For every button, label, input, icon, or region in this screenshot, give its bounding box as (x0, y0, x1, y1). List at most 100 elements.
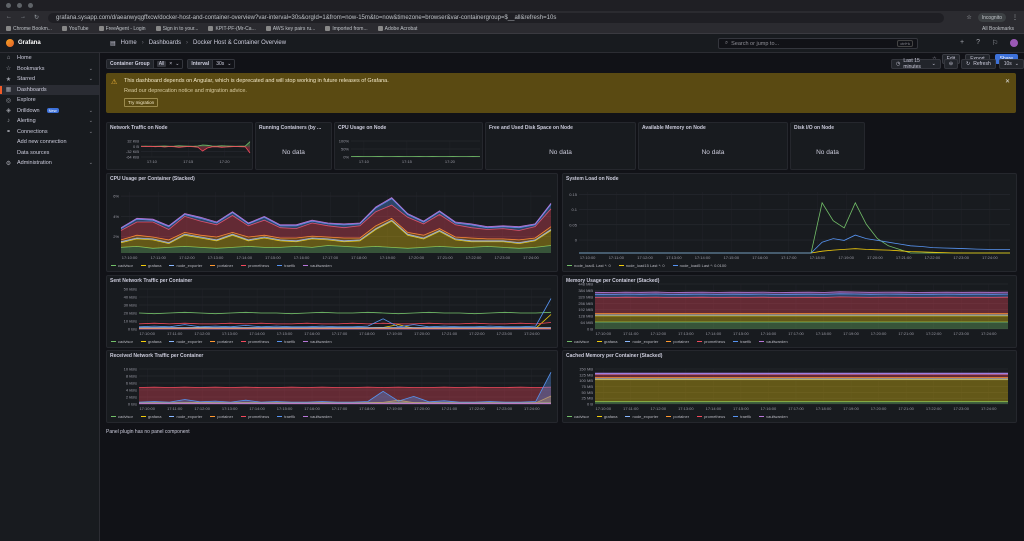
chevron-down-icon[interactable]: ⌄ (88, 160, 93, 167)
panel-network-traffic-node[interactable]: Network Traffic on Node 32 KiB 0 B -32 KiB… (106, 122, 253, 170)
legend-item[interactable]: cadvisor (567, 414, 589, 419)
browser-menu-icon[interactable]: ⋮ (1012, 15, 1018, 21)
panel-disk-space-node[interactable]: Free and Used Disk Space on Node No data (485, 122, 636, 170)
close-icon[interactable]: ✕ (1004, 79, 1010, 85)
back-icon[interactable]: ← (6, 14, 12, 20)
sidebar-item-explore[interactable]: ◎ Explore (0, 95, 99, 106)
container-group-select[interactable]: All × ⌄ (153, 60, 183, 68)
breadcrumb-dashboards[interactable]: Dashboards (148, 40, 182, 46)
panel-available-memory-node[interactable]: Available Memory on Node No data (638, 122, 788, 170)
interval-variable[interactable]: Interval 30s ⌄ (187, 59, 236, 69)
deprecation-notice-link[interactable]: Read our deprecation notice and migratio… (124, 88, 247, 94)
legend-item[interactable]: cadvisor (111, 339, 133, 344)
panel-cpu-usage-node[interactable]: CPU Usage on Node 100% 50% 0% 17:10 17:15 17:… (334, 122, 483, 170)
sidebar-item-starred[interactable]: ★ Starred ⌄ (0, 74, 99, 85)
legend-item[interactable]: vaultwarden (759, 339, 788, 344)
legend-item[interactable]: node_load5 Last *: 0.0100 (672, 263, 726, 268)
legend-item[interactable]: grafana (140, 339, 161, 344)
legend-item[interactable]: node_exporter (625, 414, 658, 419)
breadcrumb-home[interactable]: Home (120, 40, 137, 46)
avatar[interactable] (1010, 39, 1019, 47)
star-dashboard-icon[interactable]: ☆ (932, 56, 936, 62)
chevron-down-icon[interactable]: ⌄ (88, 107, 93, 114)
legend-item[interactable]: vaultwarden (303, 414, 332, 419)
legend-item[interactable]: vaultwarden (759, 414, 788, 419)
chevron-down-icon[interactable]: ⌄ (88, 128, 93, 135)
panel-cached-memory-per-container[interactable]: Cached Memory per Container (Stacked) 15… (562, 350, 1017, 423)
refresh-button[interactable]: ↻ Refresh (961, 59, 996, 69)
legend-item[interactable]: node_load15 Last *: 0 (618, 263, 665, 268)
panel-system-load-node[interactable]: System Load on Node 0.15 0.1 0.05 0 17:10:00… (562, 173, 1017, 272)
legend-item[interactable]: node_exporter (169, 414, 202, 419)
legend-item[interactable]: grafana (140, 263, 161, 268)
bookmark-link[interactable]: Imported from... (325, 26, 368, 32)
legend-item[interactable]: prometheus (241, 414, 269, 419)
panel-memory-usage-per-container[interactable]: Memory Usage per Container (Stacked) 448… (562, 275, 1017, 348)
help-icon[interactable]: ? (976, 39, 980, 46)
grafana-logo[interactable]: Grafana (0, 39, 90, 47)
legend-item[interactable]: grafana (140, 414, 161, 419)
legend-item[interactable]: traefik (733, 339, 751, 344)
legend-item[interactable]: portainer (210, 414, 233, 419)
legend-item[interactable]: portainer (210, 263, 233, 268)
legend-item[interactable]: cadvisor (567, 339, 589, 344)
window-max-dot[interactable] (28, 3, 33, 8)
legend-item[interactable]: vaultwarden (303, 263, 332, 268)
interval-select[interactable]: 30s ⌄ (213, 60, 235, 68)
legend-item[interactable]: traefik (277, 414, 295, 419)
legend-item[interactable]: portainer (210, 339, 233, 344)
plus-icon[interactable]: + (960, 39, 965, 46)
sidebar-item-alerting[interactable]: ♪ Alerting ⌄ (0, 116, 99, 127)
legend-item[interactable]: prometheus (241, 263, 269, 268)
legend-item[interactable]: traefik (277, 339, 295, 344)
legend-item[interactable]: prometheus (697, 414, 725, 419)
legend-item[interactable]: portainer (666, 414, 689, 419)
legend-item[interactable]: traefik (277, 263, 295, 268)
reload-icon[interactable]: ↻ (34, 15, 40, 21)
try-migration-button[interactable]: Try migration (124, 98, 159, 107)
panel-running-containers[interactable]: Running Containers (by ... No data (255, 122, 332, 170)
bookmark-link[interactable]: FreeAgent - Login (98, 26, 146, 32)
panel-received-network-traffic[interactable]: Received Network Traffic per Container 1… (106, 350, 558, 423)
refresh-interval-picker[interactable]: 10s ⌄ (998, 59, 1024, 69)
window-min-dot[interactable] (17, 3, 22, 8)
zoom-out-button[interactable]: ⊖ (943, 59, 959, 69)
forward-icon[interactable]: → (20, 14, 26, 20)
bookmark-link[interactable]: YouTube (61, 26, 89, 32)
sidebar-item-connections[interactable]: ⚭ Connections ⌄ (0, 127, 99, 138)
all-bookmarks-link[interactable]: All Bookmarks (982, 25, 1014, 32)
panel-disk-io-node[interactable]: Disk I/O on Node No data (790, 122, 865, 170)
chevron-down-icon[interactable]: ⌄ (88, 118, 93, 125)
bookmark-link[interactable]: Sign in to your... (155, 26, 198, 32)
legend-item[interactable]: node_exporter (169, 263, 202, 268)
legend-item[interactable]: grafana (596, 414, 617, 419)
bookmark-link[interactable]: Adobe Acrobat (377, 26, 417, 32)
news-icon[interactable]: ⚐ (992, 40, 999, 47)
address-input[interactable]: grafana.sysapp.com/d/aeanwyqgffxcw/docke… (48, 12, 944, 23)
legend-item[interactable]: traefik (733, 414, 751, 419)
legend-item[interactable]: node_load1 Last *: 0 (567, 263, 611, 268)
sidebar-item-drilldown[interactable]: ◈ Drilldown New ⌄ (0, 106, 99, 117)
clear-icon[interactable]: × (169, 61, 173, 67)
panel-sent-network-traffic[interactable]: Sent Network Traffic per Container 50 kB… (106, 275, 558, 348)
legend-item[interactable]: portainer (666, 339, 689, 344)
chevron-down-icon[interactable]: ⌄ (88, 65, 93, 72)
legend-item[interactable]: cadvisor (111, 263, 133, 268)
sidebar-item-administration[interactable]: ⚙ Administration ⌄ (0, 158, 99, 169)
legend-item[interactable]: prometheus (697, 339, 725, 344)
legend-item[interactable]: node_exporter (625, 339, 658, 344)
legend-item[interactable]: grafana (596, 339, 617, 344)
star-bookmark-icon[interactable]: ☆ (966, 15, 972, 21)
legend-item[interactable]: prometheus (241, 339, 269, 344)
bookmark-link[interactable]: KPIT-PF-(Mr-Ca... (208, 26, 256, 32)
time-range-picker[interactable]: ◷ Last 15 minutes ⌄ (891, 58, 941, 70)
panel-cpu-usage-per-container[interactable]: CPU Usage per Container (Stacked) 6% 4% 2%… (106, 173, 558, 272)
sidebar-toggle-icon[interactable]: ▤ (110, 40, 116, 47)
sidebar-subitem[interactable]: Add new connection (17, 139, 67, 146)
sidebar-subitem[interactable]: Data sources (17, 149, 50, 156)
window-close-dot[interactable] (6, 3, 11, 8)
sidebar-item-dashboards[interactable]: ▦ Dashboards (0, 84, 99, 95)
container-group-variable[interactable]: Container Group All × ⌄ (106, 59, 184, 69)
sidebar-item-bookmarks[interactable]: ☆ Bookmarks ⌄ (0, 64, 99, 75)
legend-item[interactable]: node_exporter (169, 339, 202, 344)
